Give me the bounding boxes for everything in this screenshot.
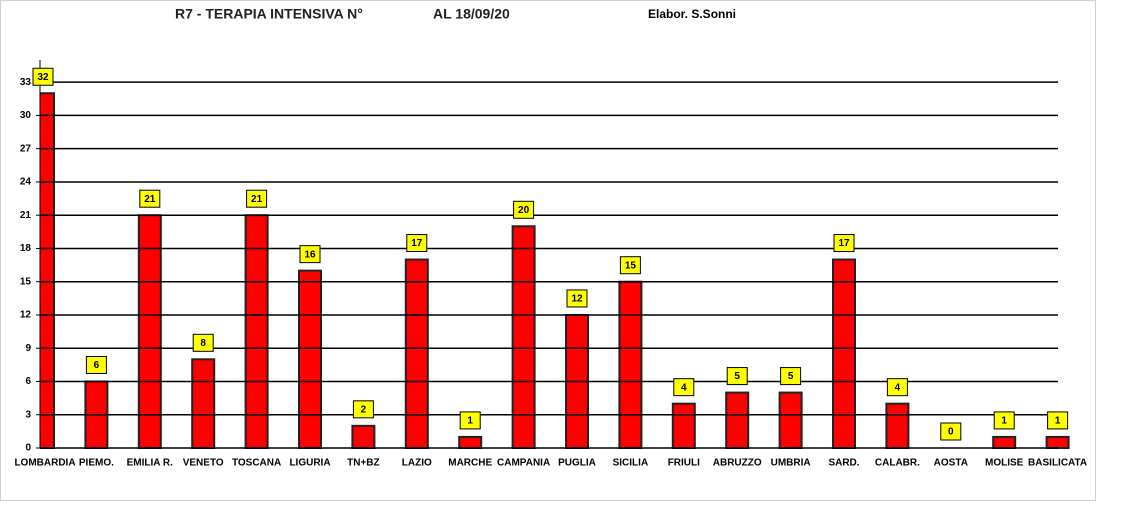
chart-annotation: Elabor. S.Sonni bbox=[648, 7, 736, 21]
data-label-box bbox=[192, 333, 214, 352]
chart-frame bbox=[0, 0, 1096, 501]
y-tick-label: 9 bbox=[25, 343, 31, 354]
data-label: 1 bbox=[1055, 416, 1061, 427]
bar bbox=[137, 214, 162, 449]
x-tick-label: TN+BZ bbox=[347, 458, 380, 469]
y-tick-label: 12 bbox=[20, 310, 32, 321]
chart-title: R7 - TERAPIA INTENSIVA N° bbox=[175, 6, 363, 22]
x-tick-label: FRIULI bbox=[668, 458, 700, 469]
data-label-box bbox=[406, 234, 428, 253]
y-tick-label: 18 bbox=[20, 243, 32, 254]
bar bbox=[244, 214, 269, 449]
y-tick-label: 27 bbox=[20, 143, 32, 154]
bar bbox=[618, 280, 643, 450]
x-tick-label: LAZIO bbox=[402, 458, 432, 469]
y-tick-label: 30 bbox=[20, 110, 32, 121]
data-label-box bbox=[566, 289, 588, 308]
x-tick-label: PIEMO. bbox=[79, 458, 114, 469]
data-label-box bbox=[459, 411, 481, 430]
bar bbox=[671, 402, 696, 449]
data-label-box bbox=[726, 367, 748, 386]
y-tick-label: 0 bbox=[25, 443, 31, 454]
data-label: 17 bbox=[411, 238, 423, 249]
data-label-box bbox=[780, 367, 802, 386]
x-tick-label: UMBRIA bbox=[771, 458, 811, 469]
x-tick-label: LOMBARDIA bbox=[14, 458, 75, 469]
x-tick-label: SARD. bbox=[828, 458, 859, 469]
data-label-box bbox=[513, 200, 535, 219]
bar bbox=[832, 258, 856, 449]
data-label: 4 bbox=[681, 382, 687, 393]
data-label-box bbox=[619, 256, 641, 275]
data-label: 21 bbox=[144, 194, 156, 205]
data-label: 17 bbox=[838, 238, 850, 249]
bar bbox=[1045, 435, 1070, 449]
data-label-box bbox=[673, 378, 695, 397]
x-tick-label: BASILICATA bbox=[1028, 458, 1087, 469]
data-label: 1 bbox=[467, 416, 473, 427]
data-label: 5 bbox=[734, 371, 740, 382]
x-tick-label: PUGLIA bbox=[558, 458, 596, 469]
data-label: 1 bbox=[1001, 416, 1007, 427]
data-label-box bbox=[352, 400, 374, 419]
data-label-box bbox=[246, 189, 268, 208]
bar bbox=[778, 391, 803, 450]
y-tick-label: 15 bbox=[20, 276, 32, 287]
y-tick-label: 3 bbox=[25, 409, 31, 420]
data-label: 21 bbox=[251, 194, 263, 205]
x-tick-label: MARCHE bbox=[448, 458, 492, 469]
data-label-box bbox=[940, 422, 962, 441]
x-tick-label: EMILIA R. bbox=[127, 458, 174, 469]
chart-subtitle: AL 18/09/20 bbox=[433, 6, 510, 22]
data-label: 4 bbox=[895, 382, 901, 393]
data-label: 15 bbox=[625, 260, 637, 271]
x-tick-label: CAMPANIA bbox=[497, 458, 550, 469]
data-label: 2 bbox=[361, 404, 367, 415]
x-tick-label: MOLISE bbox=[985, 458, 1024, 469]
bar bbox=[885, 402, 910, 449]
bar bbox=[725, 391, 750, 450]
data-label: 16 bbox=[304, 249, 316, 260]
y-tick-label: 6 bbox=[25, 376, 31, 387]
data-label-box bbox=[993, 411, 1015, 430]
data-label: 6 bbox=[94, 360, 100, 371]
x-tick-label: LIGURIA bbox=[289, 458, 330, 469]
x-tick-label: CALABR. bbox=[875, 458, 920, 469]
data-label: 5 bbox=[788, 371, 794, 382]
data-label-box bbox=[139, 189, 161, 208]
bar bbox=[191, 358, 216, 450]
data-label: 0 bbox=[948, 427, 954, 438]
x-tick-label: ABRUZZO bbox=[713, 458, 762, 469]
data-label-box bbox=[833, 234, 855, 253]
x-tick-label: TOSCANA bbox=[232, 458, 281, 469]
data-label: 20 bbox=[518, 205, 530, 216]
data-label-box bbox=[85, 355, 107, 374]
data-label: 8 bbox=[200, 338, 206, 349]
data-label: 12 bbox=[571, 294, 583, 305]
data-label-box bbox=[32, 67, 54, 86]
bar bbox=[458, 435, 483, 449]
data-label-box bbox=[299, 245, 321, 264]
x-tick-label: SICILIA bbox=[613, 458, 649, 469]
data-label-box bbox=[886, 378, 908, 397]
y-tick-label: 24 bbox=[20, 177, 32, 188]
y-tick-label: 33 bbox=[20, 77, 32, 88]
bar bbox=[351, 424, 376, 450]
bar bbox=[298, 269, 322, 449]
bar bbox=[992, 435, 1017, 449]
y-tick-label: 21 bbox=[20, 210, 32, 221]
x-tick-label: AOSTA bbox=[934, 458, 968, 469]
data-label-box bbox=[1047, 411, 1069, 430]
x-tick-label: VENETO bbox=[183, 458, 224, 469]
bar bbox=[404, 258, 429, 449]
data-label: 32 bbox=[37, 72, 49, 83]
